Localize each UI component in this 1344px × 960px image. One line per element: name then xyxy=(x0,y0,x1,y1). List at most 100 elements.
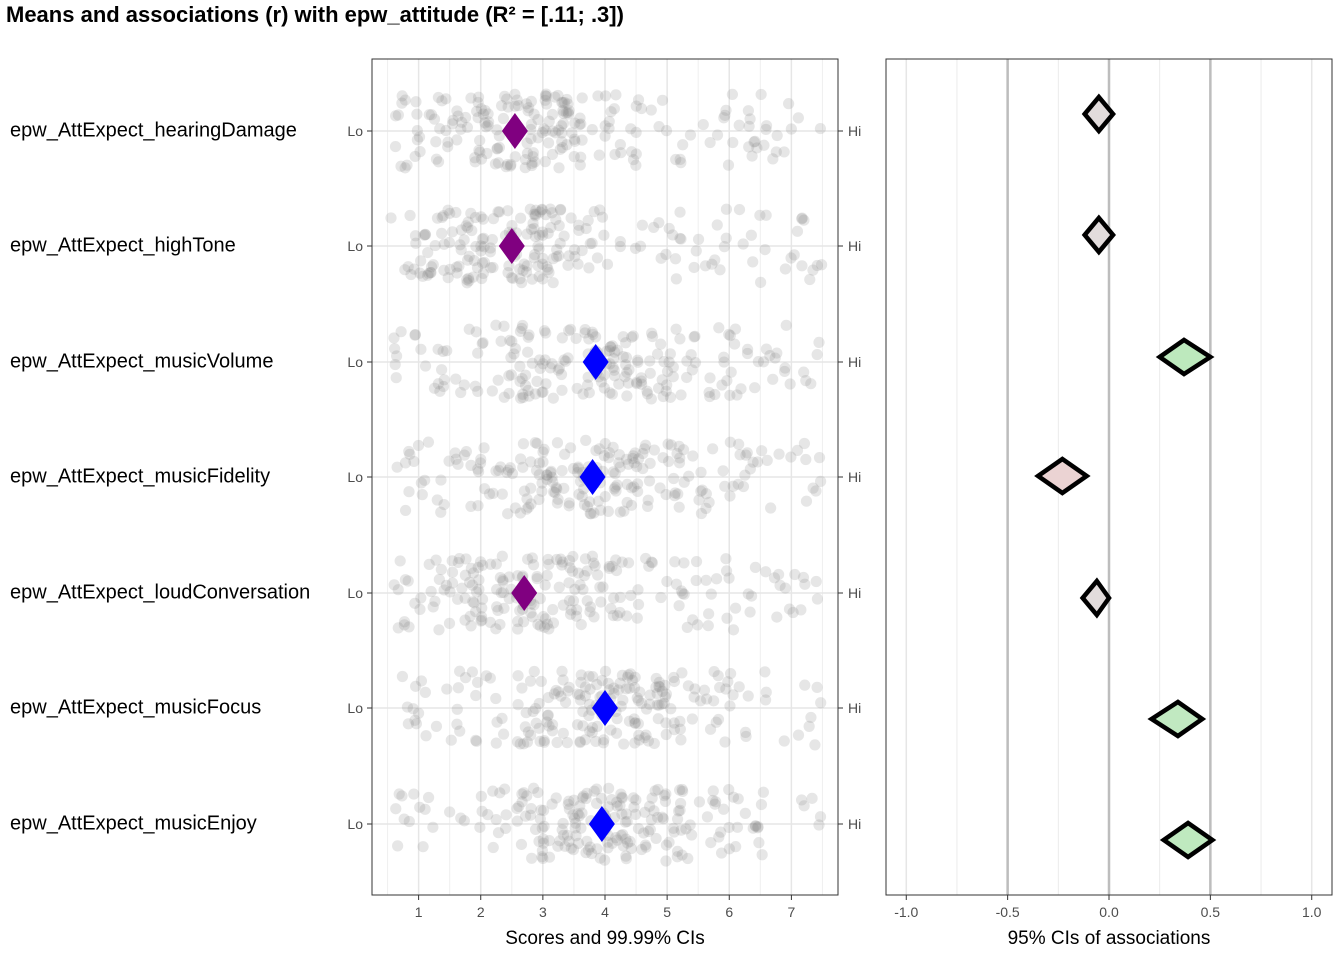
score-point xyxy=(695,466,707,478)
score-point xyxy=(471,262,484,274)
score-point xyxy=(606,340,618,352)
score-point xyxy=(517,391,529,404)
score-point xyxy=(684,819,696,831)
score-point xyxy=(541,261,553,273)
score-point xyxy=(403,621,415,633)
score-point xyxy=(670,153,682,166)
score-point xyxy=(622,557,635,569)
score-point xyxy=(399,264,411,276)
score-point xyxy=(662,438,674,450)
score-point xyxy=(678,588,690,600)
score-point xyxy=(688,331,700,343)
score-point xyxy=(410,680,422,692)
score-point xyxy=(659,679,671,691)
score-point xyxy=(577,388,589,400)
score-point xyxy=(543,623,555,635)
score-point xyxy=(611,796,623,808)
score-point xyxy=(645,104,657,116)
score-point xyxy=(551,497,564,509)
score-point xyxy=(536,845,548,857)
score-point xyxy=(544,362,557,374)
score-point xyxy=(574,159,586,171)
score-point xyxy=(660,728,672,741)
score-point xyxy=(547,476,559,488)
score-point xyxy=(635,372,647,384)
score-point xyxy=(474,457,487,469)
score-point xyxy=(520,810,532,822)
score-point xyxy=(402,718,414,730)
score-point xyxy=(673,600,685,612)
score-point xyxy=(567,595,580,607)
score-point xyxy=(758,139,770,151)
score-point xyxy=(673,440,685,452)
score-point xyxy=(525,95,537,107)
score-point xyxy=(774,579,786,591)
score-point xyxy=(524,203,536,215)
score-point xyxy=(674,206,686,218)
score-point xyxy=(438,374,450,386)
score-point xyxy=(420,730,432,742)
score-point xyxy=(629,671,641,683)
score-point xyxy=(547,125,559,137)
score-point xyxy=(590,735,602,747)
score-point xyxy=(449,447,461,459)
score-point xyxy=(564,562,576,574)
score-point xyxy=(668,717,680,729)
score-point xyxy=(617,840,629,852)
score-point xyxy=(636,843,648,856)
score-point xyxy=(588,557,600,569)
score-point xyxy=(494,618,506,631)
score-point xyxy=(613,449,625,461)
score-point xyxy=(466,224,478,237)
score-point xyxy=(573,224,585,237)
score-point xyxy=(560,107,572,119)
score-point xyxy=(476,593,489,605)
score-point xyxy=(475,103,487,115)
score-point xyxy=(503,592,515,605)
score-point xyxy=(599,120,611,132)
score-point xyxy=(498,391,510,403)
x-tick-label: 4 xyxy=(601,904,609,920)
score-point xyxy=(521,493,533,505)
score-point xyxy=(583,387,595,399)
score-point xyxy=(447,114,459,126)
score-point xyxy=(490,692,502,705)
score-point xyxy=(534,362,546,375)
score-point xyxy=(525,123,537,136)
score-point xyxy=(435,506,447,518)
score-point xyxy=(639,732,651,744)
score-point xyxy=(602,842,614,854)
score-point xyxy=(550,213,562,226)
score-point xyxy=(724,667,737,680)
score-point xyxy=(514,212,527,224)
score-point xyxy=(568,133,581,145)
score-point xyxy=(644,355,656,367)
score-point xyxy=(627,154,640,166)
score-point xyxy=(441,683,453,695)
ci-diamond xyxy=(1147,699,1207,739)
score-point xyxy=(385,212,397,224)
score-point xyxy=(581,379,594,391)
score-point xyxy=(562,98,574,110)
score-point xyxy=(472,500,484,512)
score-point xyxy=(670,323,682,335)
score-point xyxy=(616,556,628,568)
score-point xyxy=(396,670,409,683)
score-point xyxy=(741,343,754,355)
row-label: epw_AttExpect_hearingDamage xyxy=(10,119,297,142)
score-point xyxy=(608,364,620,376)
score-point xyxy=(462,216,474,228)
score-point xyxy=(760,120,773,132)
score-point xyxy=(491,143,503,155)
score-point xyxy=(474,556,487,568)
score-point xyxy=(532,132,544,144)
score-point xyxy=(628,481,640,493)
score-point xyxy=(533,493,545,506)
score-point xyxy=(591,783,603,795)
score-point xyxy=(709,388,721,401)
score-point xyxy=(452,556,464,569)
score-point xyxy=(621,837,634,849)
score-point xyxy=(573,488,585,500)
score-point xyxy=(724,436,736,448)
x-tick-label: 1 xyxy=(415,904,423,920)
